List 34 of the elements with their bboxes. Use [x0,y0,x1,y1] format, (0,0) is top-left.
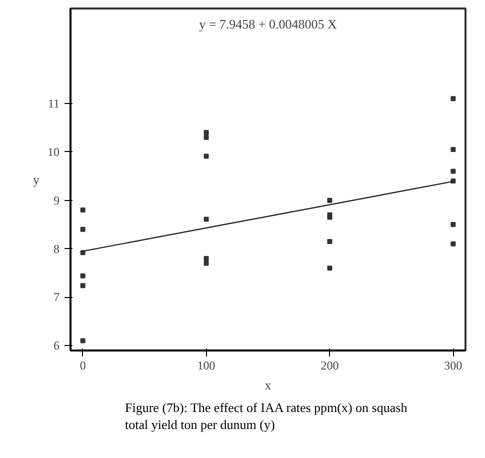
point [327,239,332,244]
point [450,222,456,228]
annotation: y = 7.9458 + 0.0048005 X [199,16,338,32]
point [450,146,456,152]
y-tick-label: 10 [48,144,60,159]
x-axis-title: x [264,378,272,392]
y-tick-label: 7 [54,290,60,304]
point [204,256,209,261]
point [327,266,332,271]
x-tick-label: 0 [80,358,86,372]
y-tick-label: 6 [54,338,60,353]
point [80,273,86,278]
point [204,260,209,266]
point [327,198,332,203]
text: Figure (7b): The effect of IAA rates ppm(x) on squash total yield ton per dunum (y) [125,400,408,434]
y-tick-label: 11 [48,96,60,110]
x-tick-label: 200 [320,358,339,372]
point [327,214,332,220]
point [204,130,209,136]
point [450,96,456,102]
point [80,338,86,344]
y-tick-label: 9 [54,193,60,208]
x-tick-label: 300 [444,358,462,372]
y-axis-title: y [33,172,40,187]
y-tick-label: 8 [54,242,60,256]
point [450,241,456,246]
point [80,208,86,213]
point [204,154,209,159]
point [204,216,209,222]
point [80,226,86,232]
point [450,168,456,174]
point [80,283,86,288]
point [204,134,209,140]
x-tick-label: 100 [197,358,216,372]
